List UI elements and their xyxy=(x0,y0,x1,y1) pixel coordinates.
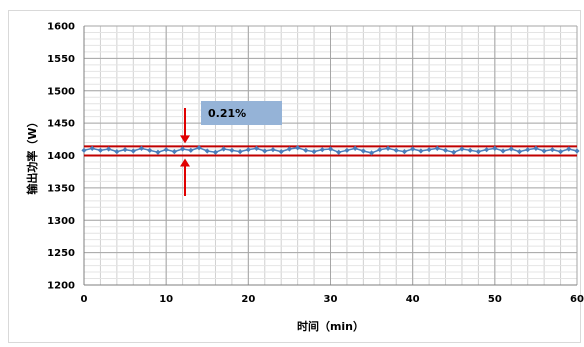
x-tick-label: 10 xyxy=(159,294,173,305)
data-point xyxy=(418,148,424,154)
x-tick-label: 40 xyxy=(406,294,420,305)
data-point xyxy=(475,149,481,155)
y-tick-label: 1350 xyxy=(47,183,75,194)
data-point xyxy=(311,149,317,155)
data-point xyxy=(89,145,95,151)
data-point xyxy=(451,149,457,155)
x-axis-label: 时间（min） xyxy=(297,319,364,333)
data-point xyxy=(262,148,268,154)
arrow-up-head xyxy=(180,158,190,167)
annotation-box xyxy=(201,101,282,125)
x-tick-label: 30 xyxy=(324,294,338,305)
data-point xyxy=(155,149,161,155)
data-point xyxy=(237,149,243,155)
data-point xyxy=(147,147,153,153)
data-point xyxy=(229,147,235,153)
data-point xyxy=(138,145,145,151)
x-tick-label: 20 xyxy=(241,294,255,305)
y-tick-label: 1200 xyxy=(47,281,75,292)
y-tick-label: 1400 xyxy=(47,151,75,162)
y-axis-label: 输出功率（W） xyxy=(25,116,39,194)
arrow-down-head xyxy=(180,135,190,144)
data-point xyxy=(245,147,251,153)
x-tick-label: 0 xyxy=(81,294,88,305)
data-point xyxy=(196,145,202,151)
data-point xyxy=(467,147,473,153)
data-point xyxy=(377,147,383,153)
data-point xyxy=(180,146,186,152)
data-point xyxy=(516,149,523,155)
data-point xyxy=(81,147,87,153)
data-point xyxy=(574,148,580,154)
y-tick-label: 1450 xyxy=(47,119,75,130)
data-point xyxy=(336,149,342,155)
y-tick-label: 1250 xyxy=(47,248,75,259)
data-point xyxy=(204,148,210,154)
data-point xyxy=(525,147,531,153)
data-point xyxy=(442,147,449,153)
annotation-arrows xyxy=(180,108,190,196)
data-point xyxy=(541,148,547,154)
data-point xyxy=(508,146,514,152)
y-tick-label: 1550 xyxy=(47,54,75,65)
y-tick-label: 1500 xyxy=(47,86,75,97)
data-point xyxy=(319,147,325,153)
data-point xyxy=(533,145,539,151)
x-tick-labels: 0 10 20 30 40 50 60 xyxy=(81,294,584,305)
y-tick-labels: 1200 1250 1300 1350 1400 1450 1500 1550 1600 xyxy=(47,22,75,292)
x-tick-label: 60 xyxy=(570,294,584,305)
data-point xyxy=(459,146,465,152)
data-point xyxy=(303,147,309,153)
data-point xyxy=(566,146,572,152)
data-point xyxy=(114,149,120,155)
data-point xyxy=(426,147,432,153)
data-point xyxy=(122,147,128,153)
data-point xyxy=(385,145,391,151)
data-point xyxy=(557,149,564,155)
data-point xyxy=(171,149,177,155)
y-tick-label: 1300 xyxy=(47,216,75,227)
data-point xyxy=(188,147,194,153)
chart-frame xyxy=(8,10,581,343)
y-tick-label: 1600 xyxy=(47,22,75,33)
data-point xyxy=(97,147,104,153)
data-point xyxy=(352,145,358,151)
data-point xyxy=(327,146,334,152)
data-point xyxy=(253,145,260,151)
data-point xyxy=(393,147,399,153)
data-point xyxy=(286,146,293,152)
data-point xyxy=(410,146,416,152)
annotation: 0.21% xyxy=(180,101,282,196)
data-point xyxy=(484,147,490,153)
data-point xyxy=(295,145,301,151)
data-point xyxy=(278,149,284,155)
data-point xyxy=(368,150,375,156)
data-point xyxy=(549,147,555,153)
data-point xyxy=(270,147,276,153)
data-point xyxy=(221,146,227,152)
data-point xyxy=(344,147,350,153)
data-point xyxy=(130,148,136,154)
series-group xyxy=(81,145,580,156)
data-point xyxy=(212,149,219,155)
data-point xyxy=(163,147,169,153)
data-point xyxy=(106,146,112,152)
data-point xyxy=(492,145,498,151)
data-point xyxy=(360,148,366,154)
x-tick-label: 50 xyxy=(488,294,502,305)
data-point xyxy=(434,145,440,151)
data-point xyxy=(500,148,506,154)
data-point xyxy=(401,149,408,155)
annotation-label: 0.21% xyxy=(208,107,246,120)
